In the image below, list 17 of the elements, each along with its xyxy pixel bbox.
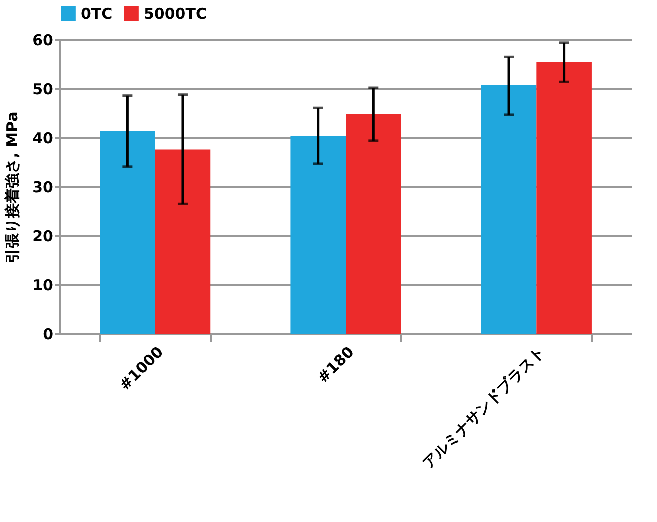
y-tick-label: 30 — [32, 178, 54, 196]
bar — [536, 62, 592, 334]
bar — [100, 131, 156, 334]
legend-label: 0TC — [81, 4, 113, 23]
y-tick-label: 0 — [43, 326, 54, 344]
bar — [346, 114, 402, 334]
y-tick-label: 20 — [32, 228, 54, 246]
bar — [290, 136, 346, 334]
bar — [481, 85, 537, 334]
y-tick-label: 40 — [32, 130, 54, 148]
legend-label: 5000TC — [144, 4, 207, 23]
bar — [155, 150, 211, 334]
y-tick-label: 50 — [32, 80, 54, 98]
y-tick-label: 60 — [32, 32, 54, 50]
y-axis-title: 引張り接着強さ, MPa — [4, 112, 22, 264]
x-tick-label: アルミナサンドブラスト — [419, 343, 548, 472]
y-tick-label: 10 — [32, 276, 54, 294]
